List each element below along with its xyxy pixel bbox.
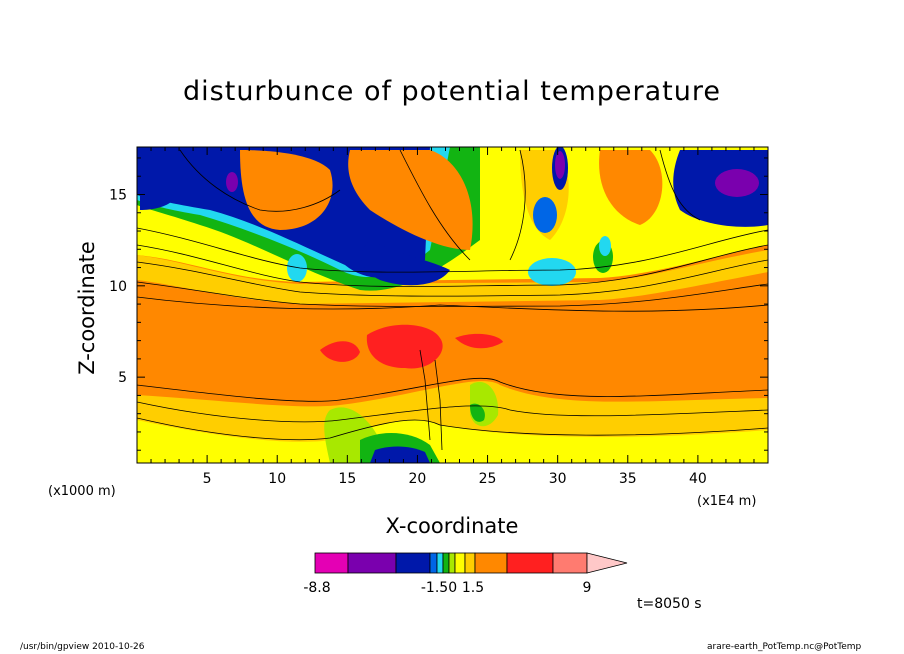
colorbar-segment <box>429 552 438 574</box>
upper-yellow-spot <box>500 150 524 230</box>
y-tick-label: 15 <box>109 187 127 203</box>
colorbar-label: 9 <box>583 580 592 596</box>
x-tick-label: 25 <box>479 471 497 487</box>
y-tick-label: 10 <box>109 279 127 295</box>
upper-orange-lobe-3 <box>599 150 663 225</box>
time-label: t=8050 s <box>637 596 702 612</box>
colorbar-segment <box>552 552 588 574</box>
red-patch-1 <box>320 341 360 362</box>
colorbar-segment <box>347 552 397 574</box>
contour-field <box>137 147 768 463</box>
colorbar-extend-arrow <box>586 552 628 574</box>
mid-purple-spot <box>555 151 565 179</box>
red-patch-2 <box>366 324 443 369</box>
colorbar-labels: -8.8 -1.50 1.5 9 <box>303 580 591 596</box>
upper-orange-lobe-1 <box>240 150 333 230</box>
colorbar-segment <box>474 552 508 574</box>
colorbar-label: 1.5 <box>462 580 484 596</box>
x-tick-label: 30 <box>549 471 567 487</box>
colorbar-segment <box>464 552 476 574</box>
colorbar-segment <box>448 552 456 574</box>
tick-labels: 5 10 15 20 25 30 35 40 5 10 15 <box>109 187 707 487</box>
upper-gold-band <box>137 250 768 304</box>
chart-title: disturbunce of potential temperature <box>183 76 721 107</box>
y-tick-label: 5 <box>118 370 127 386</box>
x-unit-left: (x1000 m) <box>48 484 116 499</box>
y-axis-title: Z-coordinate <box>75 241 99 375</box>
x-tick-label: 10 <box>268 471 286 487</box>
middle-orange-band <box>137 305 768 325</box>
colorbar-segment <box>454 552 466 574</box>
footer-left: /usr/bin/gpview 2010-10-26 <box>20 642 145 652</box>
x-axis-title: X-coordinate <box>385 514 519 538</box>
x-tick-label: 35 <box>619 471 637 487</box>
colorbar-segment <box>314 552 349 574</box>
colorbar <box>314 552 628 574</box>
mid-blue-spot <box>533 197 557 233</box>
colorbar-segment <box>442 552 450 574</box>
x-tick-label: 5 <box>203 471 212 487</box>
central-navy <box>361 240 450 286</box>
lower-yellow-band <box>137 420 768 463</box>
x-tick-label: 20 <box>409 471 427 487</box>
plot-frame <box>136 146 769 464</box>
colorbar-segment <box>436 552 444 574</box>
x-tick-label: 15 <box>338 471 356 487</box>
colorbar-label: -1.50 <box>421 580 457 596</box>
mid-cyan-inner <box>599 236 611 256</box>
left-purple-spot <box>226 172 238 192</box>
colorbar-segment <box>395 552 431 574</box>
red-patch-3 <box>455 333 503 349</box>
left-cyan-spot <box>287 254 307 282</box>
axis-ticks <box>136 147 769 463</box>
left-vortex <box>140 150 181 210</box>
mid-cyan-spot <box>528 258 576 286</box>
footer-right: arare-earth_PotTemp.nc@PotTemp <box>707 642 862 652</box>
lower-navy-patch <box>370 446 430 463</box>
right-purple-spot <box>715 169 759 197</box>
x-tick-label: 40 <box>689 471 707 487</box>
colorbar-segment <box>506 552 554 574</box>
colorbar-label: -8.8 <box>303 580 330 596</box>
lower-green-spot <box>470 403 485 422</box>
x-unit-right: (x1E4 m) <box>697 494 757 509</box>
